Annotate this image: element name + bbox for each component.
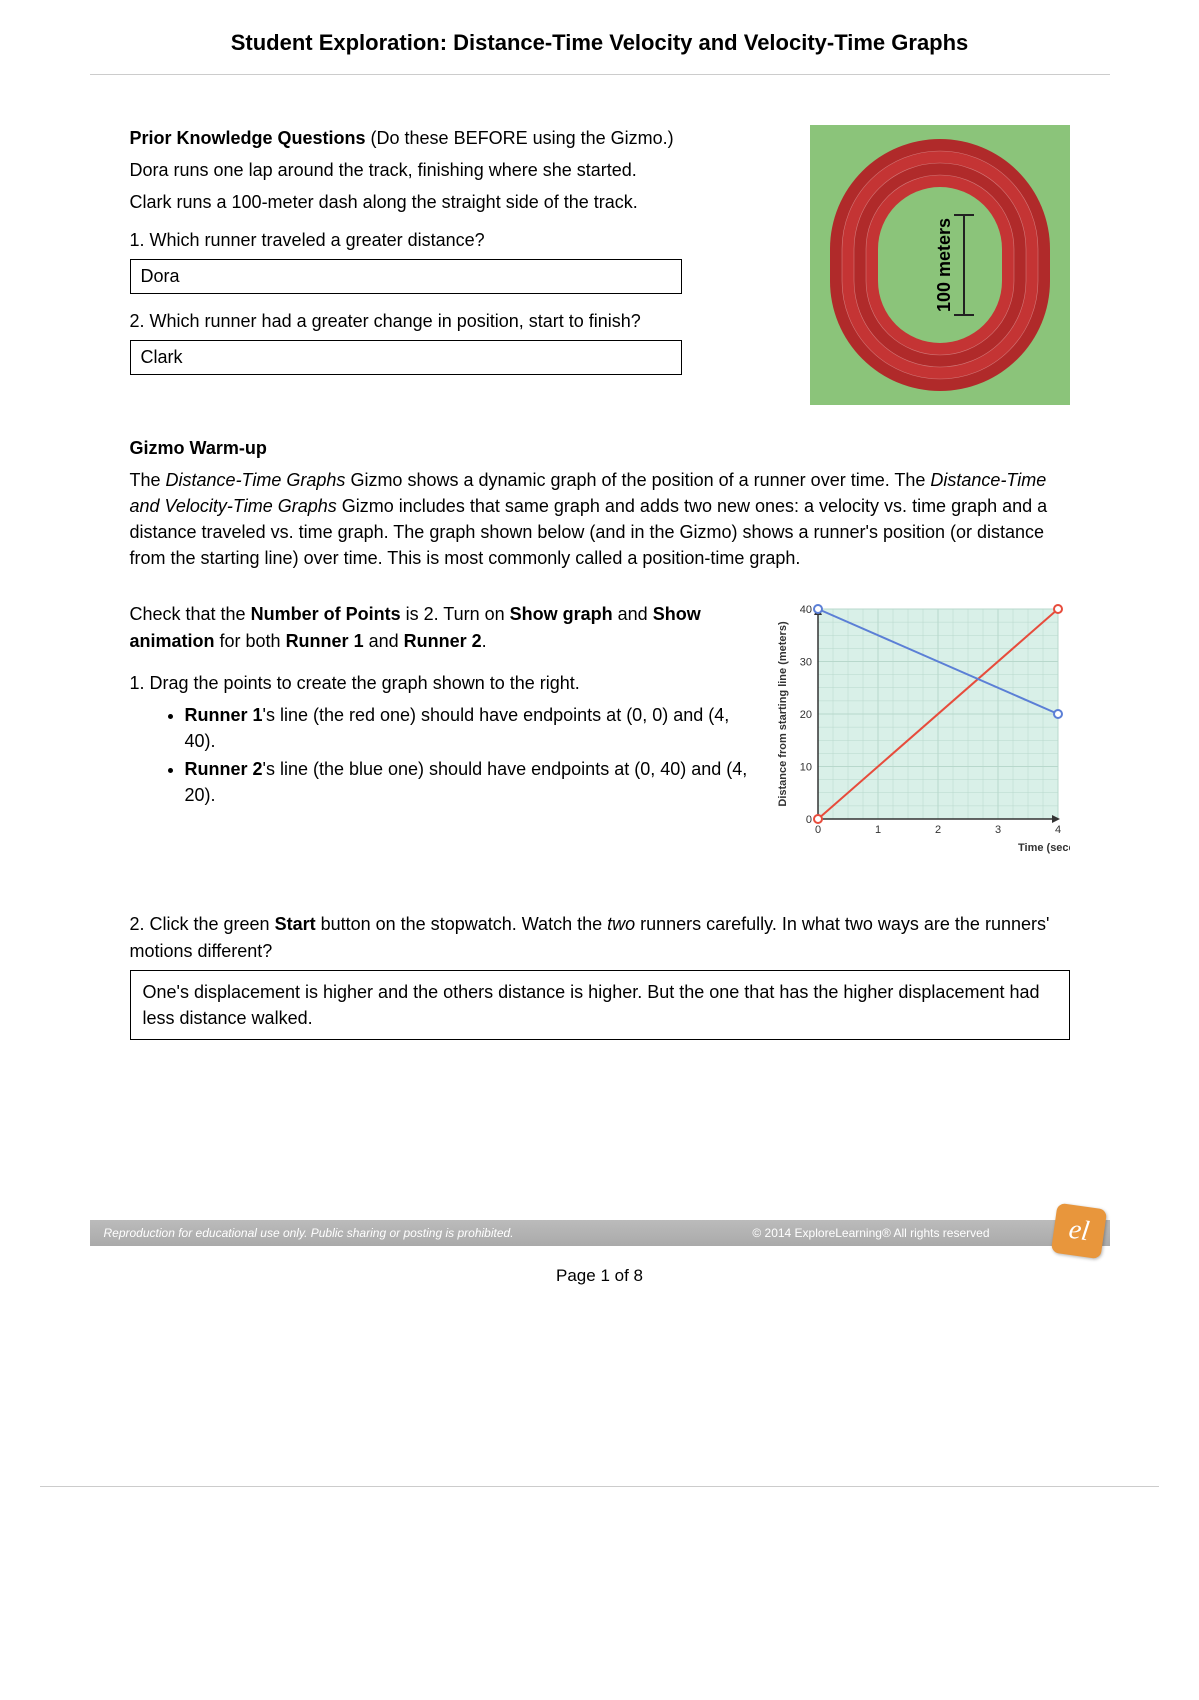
warmup-instr: Check that the Number of Points is 2. Tu…: [130, 601, 750, 653]
warmup-title: Gizmo Warm-up: [130, 435, 1070, 461]
footer-left: Reproduction for educational use only. P…: [104, 1226, 514, 1240]
answer-box-2[interactable]: Clark: [130, 340, 682, 375]
prior-heading-note: (Do these BEFORE using the Gizmo.): [366, 128, 674, 148]
explore-learning-logo: el: [1050, 1203, 1106, 1259]
svg-text:Distance from starting line (m: Distance from starting line (meters): [777, 622, 789, 808]
warmup-p1: The Distance-Time Graphs Gizmo shows a d…: [130, 467, 1070, 571]
warmup-step1: 1. Drag the points to create the graph s…: [130, 670, 750, 696]
warmup-li2: Runner 2's line (the blue one) should ha…: [185, 756, 750, 808]
svg-text:Time (seconds): Time (seconds): [1018, 842, 1070, 854]
svg-text:2: 2: [934, 824, 940, 836]
svg-text:3: 3: [994, 824, 1000, 836]
svg-text:4: 4: [1054, 824, 1060, 836]
warmup-li1: Runner 1's line (the red one) should hav…: [185, 702, 750, 754]
footer-right: © 2014 ExploreLearning® All rights reser…: [752, 1226, 989, 1240]
bottom-divider: [40, 1486, 1159, 1487]
svg-text:100 meters: 100 meters: [934, 218, 954, 312]
header-divider: [90, 74, 1110, 75]
prior-q1: 1. Which runner traveled a greater dista…: [130, 227, 790, 253]
page-number: Page 1 of 8: [90, 1266, 1110, 1286]
page-title: Student Exploration: Distance-Time Veloc…: [90, 30, 1110, 56]
svg-text:10: 10: [799, 762, 811, 774]
track-diagram: 100 meters: [810, 125, 1070, 405]
prior-intro2: Clark runs a 100-meter dash along the st…: [130, 189, 790, 215]
svg-text:30: 30: [799, 657, 811, 669]
prior-heading: Prior Knowledge Questions (Do these BEFO…: [130, 125, 790, 151]
prior-intro1: Dora runs one lap around the track, fini…: [130, 157, 790, 183]
position-time-graph: 01234010203040Time (seconds)Distance fro…: [770, 601, 1070, 861]
footer-bar: Reproduction for educational use only. P…: [90, 1220, 1110, 1246]
svg-text:0: 0: [814, 824, 820, 836]
answer-box-1[interactable]: Dora: [130, 259, 682, 294]
svg-text:20: 20: [799, 709, 811, 721]
prior-q2: 2. Which runner had a greater change in …: [130, 308, 790, 334]
svg-text:1: 1: [874, 824, 880, 836]
svg-text:0: 0: [805, 814, 811, 826]
warmup-step2: 2. Click the green Start button on the s…: [130, 911, 1070, 963]
answer-box-3[interactable]: One's displacement is higher and the oth…: [130, 970, 1070, 1040]
svg-text:40: 40: [799, 604, 811, 616]
prior-heading-bold: Prior Knowledge Questions: [130, 128, 366, 148]
